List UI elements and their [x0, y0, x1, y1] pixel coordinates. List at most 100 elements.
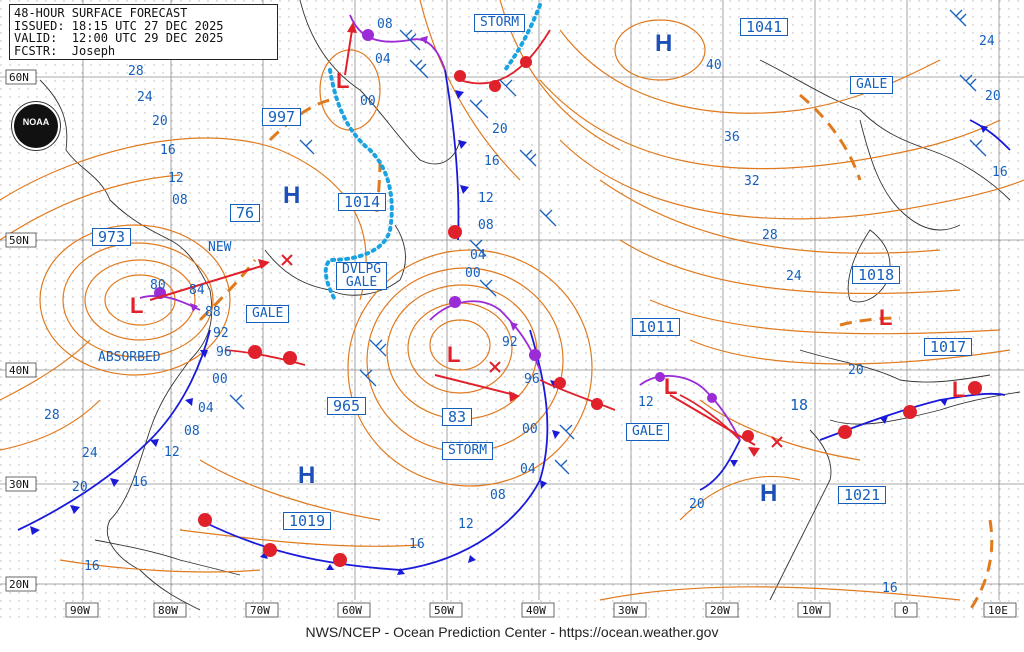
- track-arrowheads: [258, 22, 760, 457]
- svg-text:84: 84: [189, 283, 205, 298]
- svg-text:08: 08: [377, 17, 393, 32]
- svg-text:16: 16: [882, 581, 898, 596]
- forecast-header: 48-HOUR SURFACE FORECAST ISSUED: 18:15 U…: [9, 4, 278, 60]
- svg-text:20: 20: [848, 363, 864, 378]
- gale-warning: GALE: [626, 423, 670, 441]
- pressure-label: 1041: [740, 18, 789, 36]
- svg-text:20: 20: [985, 89, 1001, 104]
- low-symbol: L: [879, 305, 892, 330]
- svg-text:04: 04: [520, 462, 536, 477]
- issued-time: ISSUED: 18:15 UTC 27 DEC 2025: [14, 18, 224, 33]
- svg-text:36: 36: [724, 130, 740, 145]
- lon-label: 0: [902, 604, 909, 617]
- pressure-label: 1021: [838, 486, 887, 504]
- svg-text:24: 24: [786, 269, 802, 284]
- pressure-label: 1014: [338, 193, 387, 211]
- high-symbol: H: [760, 480, 778, 507]
- svg-text:32: 32: [744, 174, 760, 189]
- low-symbol: L: [664, 374, 677, 399]
- low-symbol: L: [952, 377, 965, 402]
- lat-label: 30N: [9, 478, 29, 491]
- pressure-label: 76: [230, 204, 261, 222]
- svg-text:16: 16: [992, 165, 1008, 180]
- lat-label: 20N: [9, 578, 29, 591]
- warm-front-bumps: [198, 56, 982, 567]
- svg-text:20: 20: [152, 114, 168, 129]
- svg-text:40: 40: [706, 58, 722, 73]
- developing-gale-warning: DVLPG GALE: [336, 262, 388, 290]
- forecaster: FCSTR: Joseph: [14, 43, 116, 58]
- svg-text:08: 08: [172, 193, 188, 208]
- storm-tracks: [149, 29, 756, 446]
- occluded-marks: [154, 29, 717, 403]
- lon-label: 20W: [710, 604, 730, 617]
- svg-text:96: 96: [216, 345, 232, 360]
- svg-text:12: 12: [168, 171, 184, 186]
- lon-label: 60W: [342, 604, 362, 617]
- high-symbol: H: [283, 182, 301, 209]
- lon-label: 50W: [434, 604, 454, 617]
- gale-warning: GALE: [246, 305, 290, 323]
- svg-text:00: 00: [212, 372, 228, 387]
- pressure-label: 973: [92, 228, 132, 246]
- isobars: [0, 0, 1024, 601]
- lon-label: 40W: [526, 604, 546, 617]
- svg-text:08: 08: [478, 218, 494, 233]
- pressure-label: 83: [442, 408, 473, 426]
- svg-text:92: 92: [213, 326, 229, 341]
- footer-credit: NWS/NCEP - Ocean Prediction Center - htt…: [305, 624, 719, 640]
- pressure-label: 997: [262, 108, 302, 126]
- lat-label: 60N: [9, 71, 29, 84]
- lat-labels: 60N 50N 40N 30N 20N: [5, 69, 37, 592]
- low-symbol: L: [336, 68, 349, 93]
- wind-barbs: [229, 9, 987, 475]
- svg-text:24: 24: [82, 446, 98, 461]
- lat-label: 50N: [9, 234, 29, 247]
- svg-text:04: 04: [470, 248, 486, 263]
- low-centers: L L L L L L: [130, 68, 965, 402]
- lon-label: 70W: [250, 604, 270, 617]
- svg-text:20: 20: [492, 122, 508, 137]
- svg-text:88: 88: [205, 305, 221, 320]
- coastlines: [39, 0, 1021, 611]
- noaa-logo-icon: NOAA: [12, 102, 60, 150]
- cold-fronts: [17, 69, 1011, 571]
- svg-text:00: 00: [360, 94, 376, 109]
- svg-text:08: 08: [490, 488, 506, 503]
- svg-text:16: 16: [160, 143, 176, 158]
- logo-text: NOAA: [22, 117, 50, 127]
- svg-text:92: 92: [502, 335, 518, 350]
- low-symbol: L: [447, 342, 460, 367]
- svg-text:28: 28: [762, 228, 778, 243]
- high-symbol: H: [655, 30, 673, 57]
- forecast-positions: [281, 254, 783, 448]
- high-symbol: H: [298, 462, 316, 489]
- lon-label: 10E: [988, 604, 1008, 617]
- lon-label: 80W: [158, 604, 178, 617]
- svg-text:96: 96: [524, 372, 540, 387]
- lon-label: 90W: [70, 604, 90, 617]
- warm-fronts: [224, 29, 741, 441]
- svg-text:04: 04: [375, 52, 391, 67]
- pressure-label: 1018: [852, 266, 901, 284]
- svg-text:16: 16: [409, 537, 425, 552]
- svg-text:28: 28: [44, 408, 60, 423]
- svg-text:24: 24: [979, 34, 995, 49]
- pressure-label: 965: [327, 397, 367, 415]
- svg-text:12: 12: [458, 517, 474, 532]
- low-symbol: L: [130, 293, 143, 318]
- svg-text:12: 12: [478, 191, 494, 206]
- svg-text:12: 12: [164, 445, 180, 460]
- svg-text:28: 28: [128, 64, 144, 79]
- svg-text:16: 16: [484, 154, 500, 169]
- svg-text:20: 20: [72, 480, 88, 495]
- dvlpg-gale-text: GALE: [345, 275, 378, 290]
- dvlpg-text: DVLPG: [342, 262, 382, 277]
- svg-text:00: 00: [465, 266, 481, 281]
- lon-labels: 90W 80W 70W 60W 50W 40W 30W 20W 10W 0 10…: [65, 602, 1017, 618]
- valid-time: VALID: 12:00 UTC 29 DEC 2025: [14, 31, 224, 45]
- lat-label: 40N: [9, 364, 29, 377]
- svg-text:12: 12: [638, 395, 654, 410]
- svg-text:16: 16: [84, 559, 100, 574]
